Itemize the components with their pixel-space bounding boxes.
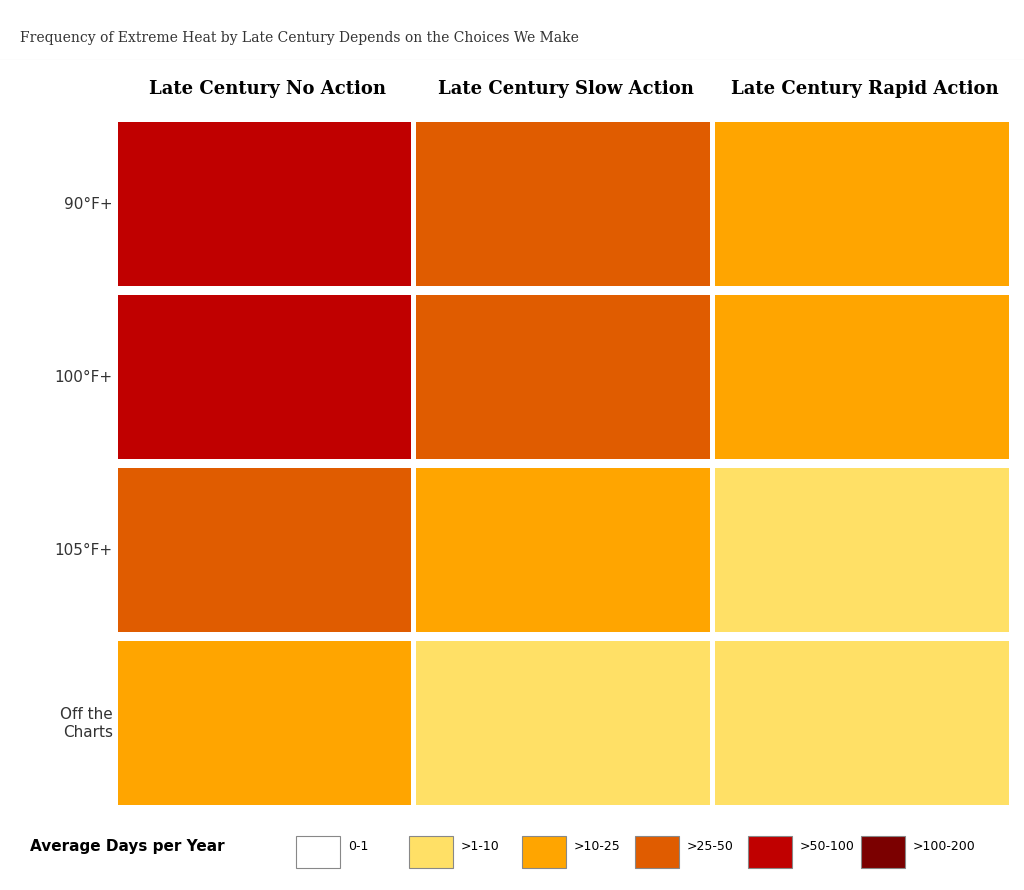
FancyBboxPatch shape: [296, 836, 340, 868]
Text: Late Century Rapid Action: Late Century Rapid Action: [730, 79, 998, 98]
FancyBboxPatch shape: [522, 836, 566, 868]
FancyBboxPatch shape: [409, 836, 453, 868]
Text: 100°F+: 100°F+: [54, 369, 113, 384]
Text: Late Century No Action: Late Century No Action: [148, 79, 386, 98]
FancyBboxPatch shape: [748, 836, 793, 868]
Text: >50-100: >50-100: [800, 840, 855, 853]
Text: 0-1: 0-1: [348, 840, 369, 853]
Text: Late Century Slow Action: Late Century Slow Action: [438, 79, 693, 98]
Text: >1-10: >1-10: [461, 840, 500, 853]
Text: >25-50: >25-50: [687, 840, 734, 853]
FancyBboxPatch shape: [635, 836, 679, 868]
Text: 105°F+: 105°F+: [54, 543, 113, 558]
Text: Average Days per Year: Average Days per Year: [31, 839, 225, 854]
FancyBboxPatch shape: [861, 836, 905, 868]
Text: Frequency of Extreme Heat by Late Century Depends on the Choices We Make: Frequency of Extreme Heat by Late Centur…: [20, 30, 580, 44]
Text: Off the
Charts: Off the Charts: [59, 708, 113, 740]
Text: 90°F+: 90°F+: [65, 197, 113, 212]
Text: >100-200: >100-200: [913, 840, 976, 853]
Text: >10-25: >10-25: [573, 840, 621, 853]
